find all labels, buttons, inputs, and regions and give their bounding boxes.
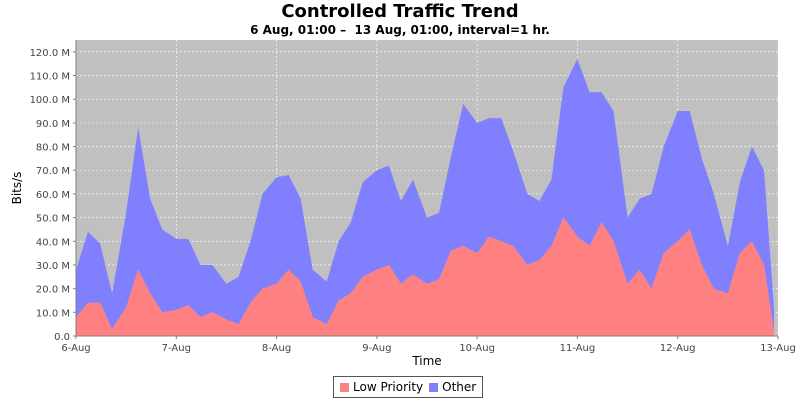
series-area-low-priority [76, 217, 774, 336]
y-tick-label: 60.0 M [36, 190, 70, 201]
chart-title: Controlled Traffic Trend [281, 1, 519, 22]
legend-swatch-low-priority [340, 382, 349, 392]
x-tick-label: 8-Aug [262, 343, 291, 354]
y-tick-label: 40.0 M [36, 237, 70, 248]
y-axis-title: Bits/s [10, 172, 24, 205]
y-tick-label: 50.0 M [36, 214, 70, 225]
series-area-other [76, 58, 774, 332]
chart-subtitle: 6 Aug, 01:00 – 13 Aug, 01:00, interval=1… [250, 23, 550, 37]
y-tick-label: 100.0 M [30, 95, 70, 106]
y-tick-label: 20.0 M [36, 285, 70, 296]
x-tick-label: 9-Aug [362, 343, 391, 354]
legend-swatch-other [429, 382, 439, 392]
y-tick-label: 30.0 M [36, 261, 70, 272]
x-tick-label: 6-Aug [61, 343, 90, 354]
y-tick-label: 110.0 M [30, 72, 70, 83]
y-tick-label: 0.0 [54, 332, 70, 343]
legend-item-other: Other [429, 380, 476, 394]
legend: Low Priority Other [333, 376, 484, 398]
x-axis-title: Time [411, 354, 441, 368]
x-tick-label: 13-Aug [760, 343, 796, 354]
legend-label-other: Other [442, 380, 477, 394]
y-tick-label: 10.0 M [36, 308, 70, 319]
x-tick-label: 7-Aug [162, 343, 191, 354]
x-tick-label: 11-Aug [560, 343, 596, 354]
legend-item-low-priority: Low Priority [340, 380, 423, 394]
legend-label-low-priority: Low Priority [353, 380, 424, 394]
y-tick-label: 70.0 M [36, 166, 70, 177]
y-tick-label: 120.0 M [30, 48, 70, 59]
y-tick-label: 80.0 M [36, 143, 70, 154]
x-tick-label: 12-Aug [660, 343, 696, 354]
y-tick-label: 90.0 M [36, 119, 70, 130]
x-tick-label: 10-Aug [459, 343, 495, 354]
